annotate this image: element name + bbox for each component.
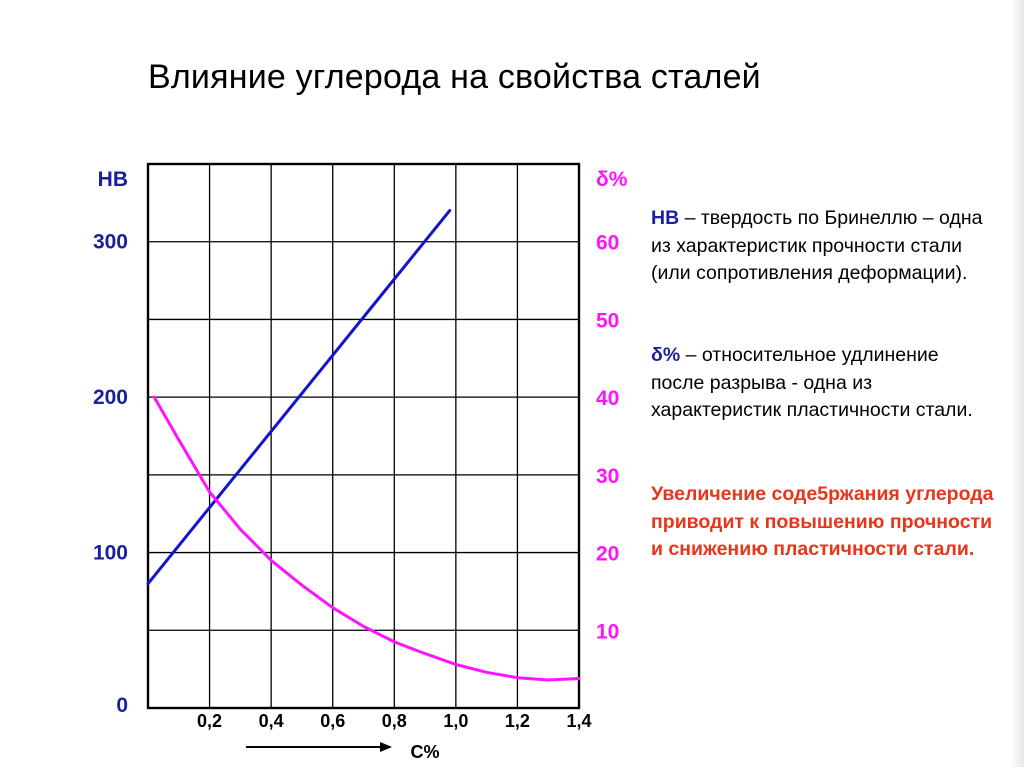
elongation-curve [152,395,581,682]
x-tick-label: 0,2 [197,711,222,731]
hb-description-text: – твердость по Бринеллю – одна из характ… [651,207,983,284]
y-left-axis-label: НВ [98,168,128,191]
delta-description: δ% – относительное удлинение после разры… [651,342,996,425]
hb-description: НВ – твердость по Бринеллю – одна из хар… [651,205,996,288]
page-title: Влияние углерода на свойства сталей [148,58,761,96]
x-tick-label: 1,4 [566,711,591,731]
chart-grid [146,162,581,710]
chart-labels: НВ 0 100 200 300 δ% 10 20 30 40 50 60 0,2 0,4 0,6 0,8 1,… [93,168,628,762]
x-tick-label: 0,4 [259,711,284,731]
y-right-tick-label: 40 [596,387,619,410]
y-left-tick-label: 300 [93,231,128,254]
y-right-tick-label: 30 [596,465,619,488]
hb-line [146,209,452,586]
y-left-tick-label: 100 [93,542,128,565]
y-right-tick-label: 10 [596,620,619,643]
conclusion-text: Увеличение соде5ржания углерода приводит… [651,483,994,560]
y-right-tick-label: 60 [596,232,619,255]
x-tick-label: 1,0 [443,711,468,731]
x-axis-arrow-head [380,742,392,752]
y-left-tick-label: 200 [93,386,128,409]
x-tick-label: 0,8 [382,711,407,731]
hb-term: НВ [651,207,680,229]
x-tick-label: 1,2 [505,711,530,731]
page-edge-shadow [1010,0,1024,767]
x-axis-label: C% [410,742,439,762]
y-right-tick-label: 20 [596,543,619,566]
delta-description-text: – относительное удлинение после разрыва … [651,344,973,421]
y-right-tick-label: 50 [596,309,619,332]
y-right-axis-label: δ% [596,168,628,191]
plot-frame [146,162,581,710]
x-tick-label: 0,6 [320,711,345,731]
chart-series [146,209,581,682]
y-left-tick-label: 0 [116,694,128,717]
delta-term: δ% [651,344,681,366]
